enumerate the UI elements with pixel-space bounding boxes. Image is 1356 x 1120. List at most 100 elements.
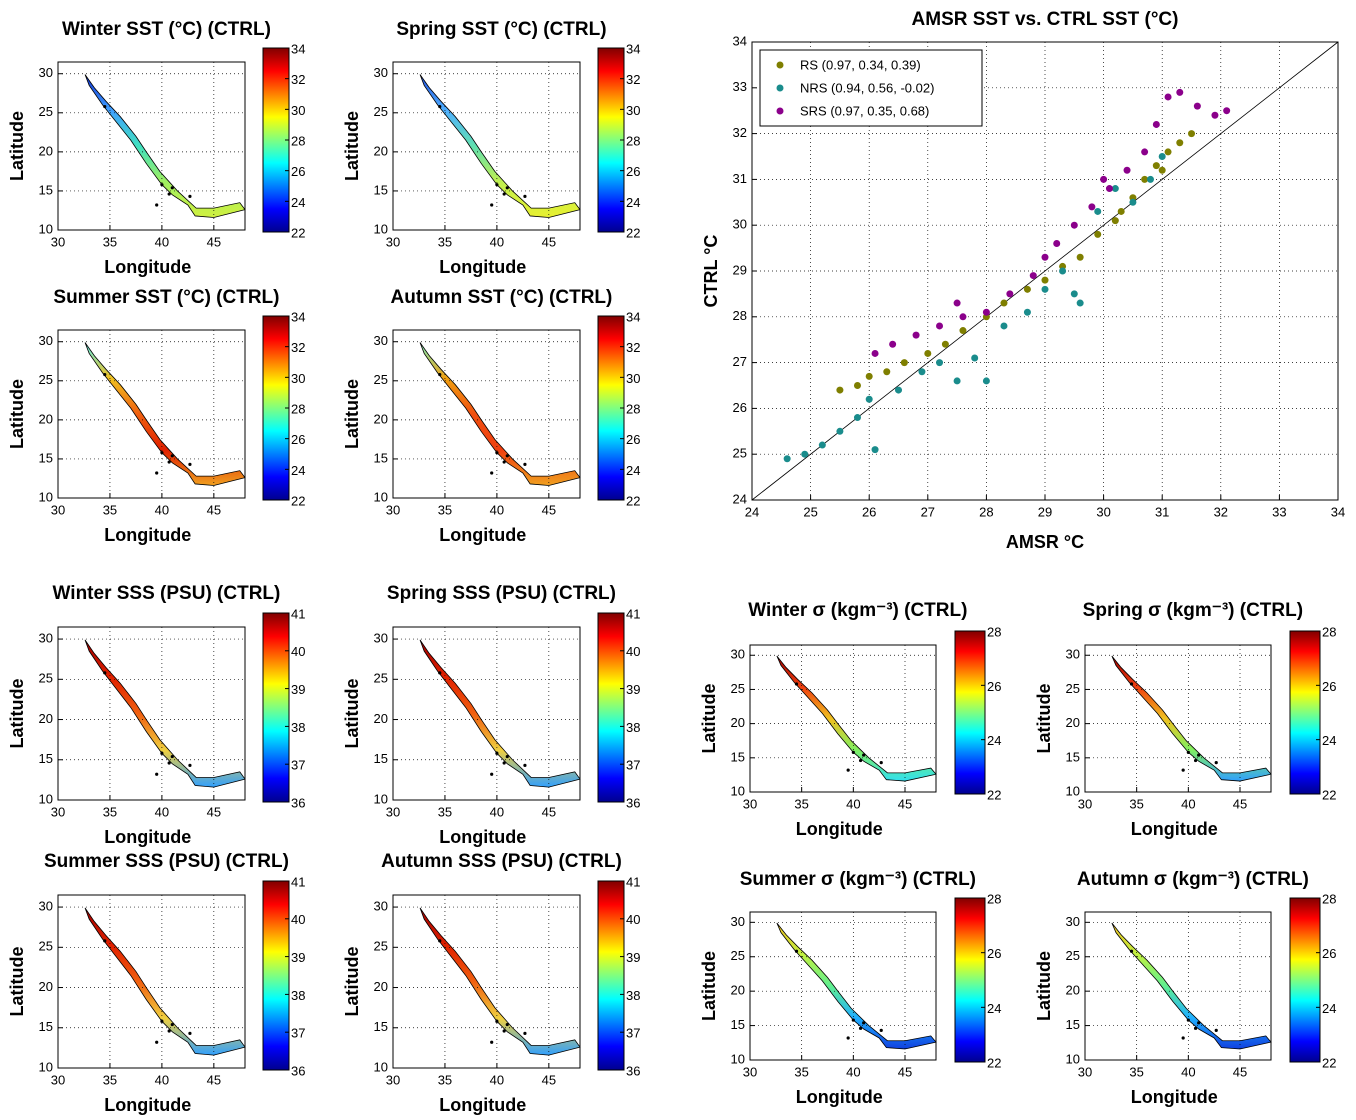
x-tick-label: 45 <box>542 1072 556 1087</box>
y-axis-label: Latitude <box>7 679 27 749</box>
colorbar-tick-label: 38 <box>291 988 305 1003</box>
colorbar-tick-label: 22 <box>626 493 640 508</box>
y-tick-label: 30 <box>39 333 53 348</box>
y-tick-label: 30 <box>731 647 745 662</box>
chart-title: Autumn σ (kgm⁻³) (CTRL) <box>1077 869 1309 890</box>
scatter-point <box>1223 107 1231 115</box>
island <box>505 454 509 458</box>
scatter-point <box>1158 153 1166 160</box>
island <box>490 471 494 475</box>
scatter-point <box>895 386 902 394</box>
colorbar-tick-label: 39 <box>291 950 305 965</box>
chart-title: Winter σ (kgm⁻³) (CTRL) <box>748 600 967 621</box>
chart-title: Summer SSS (PSU) (CTRL) <box>44 851 289 872</box>
x-tick-label: 25 <box>803 504 817 519</box>
y-tick-label: 15 <box>1066 749 1080 764</box>
colorbar-tick-label: 38 <box>626 988 640 1003</box>
y-tick-label: 20 <box>731 715 745 730</box>
colorbar <box>597 880 625 1071</box>
colorbar-tick-label: 26 <box>1322 946 1336 961</box>
x-tick-label: 40 <box>490 502 504 517</box>
scatter-point <box>1000 299 1008 307</box>
colorbar-tick-label: 30 <box>291 103 305 118</box>
x-tick-label: 40 <box>846 796 860 811</box>
y-tick-label: 20 <box>39 711 53 726</box>
x-tick-label: 40 <box>155 502 169 517</box>
y-tick-label: 25 <box>39 104 53 119</box>
x-axis-label: Longitude <box>439 827 526 847</box>
y-axis-label: Latitude <box>342 111 362 181</box>
x-tick-label: 24 <box>745 504 759 519</box>
island <box>523 194 527 198</box>
chart-title: AMSR SST vs. CTRL SST (°C) <box>912 9 1179 30</box>
scatter-point <box>1117 207 1125 215</box>
colorbar <box>597 612 625 803</box>
x-axis-label: Longitude <box>439 525 526 545</box>
island <box>438 939 442 943</box>
scatter-point <box>982 377 990 385</box>
chart-title: Spring SSS (PSU) (CTRL) <box>387 583 616 604</box>
colorbar-tick-label: 36 <box>291 1063 305 1078</box>
island <box>505 754 509 759</box>
island <box>155 471 159 475</box>
x-tick-label: 30 <box>51 234 65 249</box>
island <box>495 1019 499 1023</box>
colorbar-tick-label: 34 <box>291 41 305 56</box>
scatter-point <box>1000 322 1008 330</box>
scatter-point <box>1070 290 1078 298</box>
x-tick-label: 40 <box>846 1064 860 1079</box>
scatter-point <box>1188 130 1195 138</box>
island <box>188 462 192 466</box>
island <box>170 1022 174 1027</box>
scatter-point <box>1123 166 1131 174</box>
axes-frame <box>1084 644 1272 793</box>
y-tick-label: 26 <box>733 400 747 415</box>
x-axis-label: Longitude <box>796 1087 883 1107</box>
scatter-point <box>1041 253 1049 261</box>
x-tick-label: 35 <box>794 796 808 811</box>
y-tick-label: 20 <box>374 711 388 726</box>
x-tick-label: 40 <box>490 234 504 249</box>
x-axis-label: AMSR °C <box>1006 532 1084 552</box>
island <box>523 462 527 466</box>
chart-title: Autumn SST (°C) (CTRL) <box>391 287 613 308</box>
x-tick-label: 35 <box>103 804 117 819</box>
island <box>495 451 499 455</box>
y-tick-label: 24 <box>733 491 747 506</box>
scatter-point <box>836 427 844 435</box>
scatter-point <box>871 446 879 454</box>
axes-frame <box>57 329 246 499</box>
legend-marker <box>776 84 784 92</box>
y-axis-label: Latitude <box>7 379 27 449</box>
island <box>846 768 850 772</box>
x-tick-label: 45 <box>898 796 912 811</box>
scatter-point <box>1146 175 1154 183</box>
y-axis-label: Latitude <box>1034 951 1054 1021</box>
y-tick-label: 20 <box>374 979 388 994</box>
scatter-point <box>936 322 944 330</box>
colorbar-tick-label: 36 <box>291 795 305 810</box>
colorbar-tick-label: 40 <box>291 644 305 659</box>
y-tick-label: 20 <box>731 983 745 998</box>
island <box>879 761 883 765</box>
x-tick-label: 35 <box>103 502 117 517</box>
colorbar-tick-label: 37 <box>291 1026 305 1041</box>
x-tick-label: 45 <box>207 502 221 517</box>
y-tick-label: 34 <box>733 33 747 48</box>
scatter-point <box>1088 203 1096 211</box>
x-tick-label: 30 <box>386 502 400 517</box>
colorbar-tick-label: 24 <box>291 463 305 478</box>
colorbar <box>262 880 290 1071</box>
colorbar-tick-label: 36 <box>626 1063 640 1078</box>
island <box>438 372 442 377</box>
island <box>170 186 174 190</box>
y-tick-label: 15 <box>39 450 53 465</box>
x-tick-label: 30 <box>1096 504 1110 519</box>
y-tick-label: 29 <box>733 262 747 277</box>
y-tick-label: 20 <box>1066 715 1080 730</box>
y-tick-label: 15 <box>39 751 53 766</box>
scatter-point <box>912 331 920 339</box>
y-tick-label: 25 <box>374 671 388 686</box>
y-tick-label: 10 <box>39 221 53 236</box>
island <box>495 183 499 187</box>
